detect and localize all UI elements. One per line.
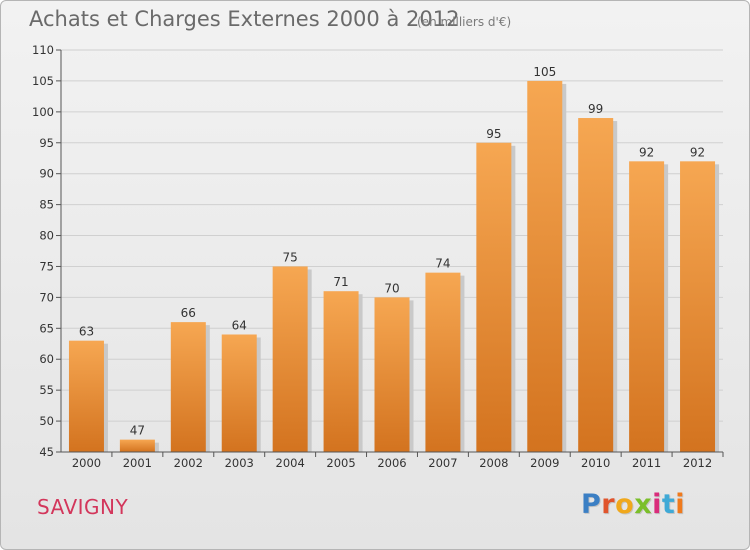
y-tick-label: 45 [39, 445, 54, 459]
y-tick-label: 65 [39, 321, 54, 335]
data-label-2011: 92 [639, 145, 654, 159]
y-tick-label: 70 [39, 290, 54, 304]
y-tick-label: 85 [39, 198, 54, 212]
y-tick-label: 80 [39, 229, 54, 243]
x-axis: 2000 2001 2002 2003 2004 2005 2006 2007 2008 2009… [61, 451, 724, 470]
x-tick-label: 2010 [581, 456, 610, 470]
x-tick-label: 2000 [72, 456, 101, 470]
x-tick-label: 2003 [225, 456, 254, 470]
logo-letter: i [652, 489, 662, 520]
data-label-2009: 105 [533, 65, 556, 79]
y-tick-label: 95 [39, 136, 54, 150]
chart-title: Achats et Charges Externes 2000 à 2012 [29, 7, 460, 31]
data-label-layer: 63 47 66 64 75 71 70 74 95 105 99 92 92 [79, 65, 705, 438]
chart-subtitle: (en milliers d'€) [417, 15, 512, 29]
bar-2005 [323, 291, 359, 452]
data-label-2005: 71 [333, 275, 348, 289]
logo-letter: x [634, 489, 653, 520]
bar-2006 [374, 297, 410, 452]
y-tick-label: 90 [39, 167, 54, 181]
y-tick-label: 55 [39, 383, 54, 397]
data-label-2007: 74 [435, 257, 450, 271]
proxiti-logo: Proxiti [581, 489, 685, 520]
data-label-2006: 70 [384, 281, 399, 295]
data-label-2003: 64 [232, 318, 247, 332]
logo-letter: r [601, 489, 616, 520]
data-label-2001: 47 [130, 424, 145, 438]
bar-layer [68, 80, 716, 453]
bar-2011 [629, 161, 665, 453]
x-tick-label: 2009 [530, 456, 559, 470]
bar-2008 [476, 142, 512, 452]
logo-letter: P [581, 489, 602, 520]
bar-2001 [119, 439, 155, 452]
y-tick-label: 50 [39, 414, 54, 428]
y-axis: 45 50 55 60 65 70 75 80 85 90 95 100 105 110 [32, 43, 62, 459]
data-label-2002: 66 [181, 306, 196, 320]
bar-2010 [578, 118, 614, 453]
x-tick-label: 2001 [123, 456, 152, 470]
x-tick-label: 2012 [683, 456, 712, 470]
data-label-2010: 99 [588, 102, 603, 116]
y-tick-label: 105 [32, 74, 54, 88]
x-tick-label: 2008 [479, 456, 508, 470]
bar-2002 [170, 322, 206, 452]
y-tick-label: 75 [39, 259, 54, 273]
bar-2004 [272, 266, 308, 452]
bar-2009 [527, 80, 563, 452]
x-tick-label: 2006 [377, 456, 406, 470]
x-tick-label: 2007 [428, 456, 457, 470]
data-label-2008: 95 [486, 127, 501, 141]
logo-letter: t [661, 489, 676, 520]
location-label: SAVIGNY [37, 495, 129, 519]
x-tick-label: 2011 [632, 456, 661, 470]
logo-letter: i [675, 489, 686, 520]
bar-2000 [68, 340, 104, 452]
data-label-2000: 63 [79, 325, 94, 339]
data-label-2012: 92 [690, 145, 705, 159]
x-tick-label: 2002 [174, 456, 203, 470]
y-tick-label: 100 [32, 105, 54, 119]
logo-letter: o [615, 489, 635, 520]
x-tick-label: 2004 [276, 456, 305, 470]
x-tick-label: 2005 [326, 456, 355, 470]
bar-2007 [425, 272, 461, 452]
data-label-2004: 75 [283, 250, 298, 264]
bar-2012 [680, 161, 716, 453]
y-tick-label: 110 [32, 43, 54, 57]
bar-2003 [221, 334, 257, 452]
y-tick-label: 60 [39, 352, 54, 366]
